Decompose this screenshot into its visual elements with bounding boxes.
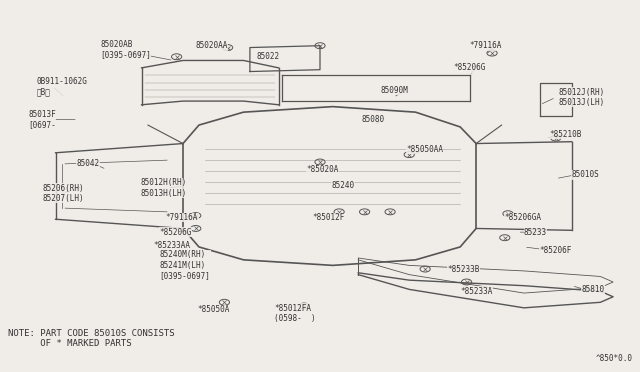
Text: 85020AB
[0395-0697]: 85020AB [0395-0697] [100,40,151,59]
Text: ^850*0.0: ^850*0.0 [595,354,632,363]
Text: 85013F
[0697-: 85013F [0697- [28,110,56,129]
Text: 85240: 85240 [332,182,355,190]
Text: *85050A: *85050A [198,305,230,314]
Text: *85012F: *85012F [312,213,345,222]
Text: 85233: 85233 [524,228,547,237]
Text: 0B911-1062G
（B）: 0B911-1062G （B） [36,77,87,96]
Text: *85206G: *85206G [159,228,192,237]
Text: *85206G: *85206G [454,63,486,72]
Text: 85012J(RH)
85013J(LH): 85012J(RH) 85013J(LH) [559,88,605,107]
Text: *79116A: *79116A [166,213,198,222]
Text: NOTE: PART CODE 85010S CONSISTS
      OF * MARKED PARTS: NOTE: PART CODE 85010S CONSISTS OF * MAR… [8,329,174,349]
Text: 85090M: 85090M [381,86,408,94]
Text: 85010S: 85010S [572,170,600,179]
Text: *85020A: *85020A [306,165,339,174]
Text: 85240M(RH)
85241M(LH)
[0395-0697]: 85240M(RH) 85241M(LH) [0395-0697] [159,250,211,280]
Text: *85233AA: *85233AA [153,241,190,250]
Text: *85012FA
(0598-  ): *85012FA (0598- ) [274,304,316,323]
Text: 85012H(RH)
85013H(LH): 85012H(RH) 85013H(LH) [140,178,186,198]
Text: 85206(RH)
85207(LH): 85206(RH) 85207(LH) [43,184,84,203]
Text: *85233B: *85233B [447,264,480,273]
Text: *79116A: *79116A [470,41,502,50]
Text: *85210B: *85210B [549,130,582,139]
Text: *85206GA: *85206GA [505,213,542,222]
Text: *85050AA: *85050AA [406,145,443,154]
Text: 85020AA: 85020AA [196,41,228,50]
Text: 85080: 85080 [362,115,385,124]
Text: *85233A: *85233A [460,287,493,296]
Text: 85042: 85042 [77,159,100,169]
Text: 85022: 85022 [256,52,280,61]
Text: *85206F: *85206F [540,246,572,255]
Text: 85810: 85810 [581,285,604,294]
